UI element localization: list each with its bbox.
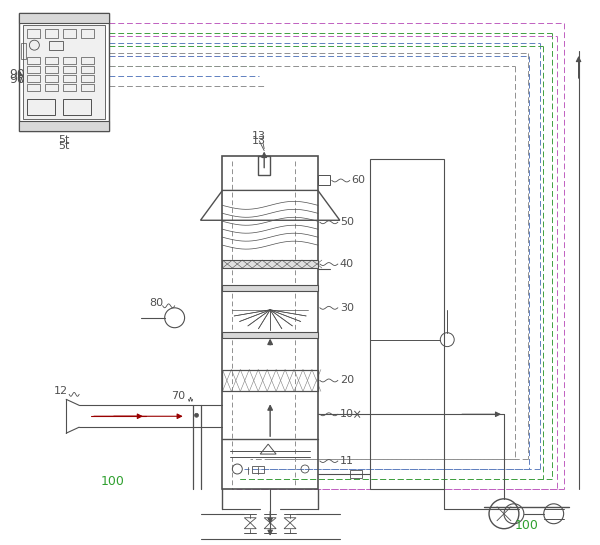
Bar <box>370 159 444 489</box>
Text: 5t: 5t <box>59 135 70 144</box>
Bar <box>223 370 318 391</box>
Text: 20: 20 <box>340 376 354 385</box>
Bar <box>49 41 63 50</box>
Bar <box>63 66 76 73</box>
Bar <box>46 66 58 73</box>
Text: 11: 11 <box>340 456 354 466</box>
Text: 90: 90 <box>10 68 25 81</box>
Bar <box>63 99 91 115</box>
Bar <box>19 13 109 131</box>
Bar <box>63 75 76 82</box>
Bar <box>28 66 40 73</box>
Bar <box>28 57 40 64</box>
Bar <box>318 175 330 185</box>
Text: 13: 13 <box>252 131 266 141</box>
Bar <box>258 156 270 175</box>
Text: 50: 50 <box>340 217 354 227</box>
Bar <box>28 99 55 115</box>
Text: 13: 13 <box>252 136 266 146</box>
Bar <box>81 57 94 64</box>
Bar <box>223 370 318 391</box>
Bar <box>223 285 318 291</box>
Text: 80: 80 <box>149 298 163 308</box>
Text: 100: 100 <box>101 475 125 488</box>
Bar <box>81 29 94 38</box>
Bar <box>81 66 94 73</box>
Text: 30: 30 <box>340 303 354 313</box>
Text: 10: 10 <box>340 409 354 419</box>
Bar <box>28 29 40 38</box>
Bar <box>46 84 58 91</box>
Bar <box>63 84 76 91</box>
Bar <box>252 466 264 473</box>
Bar <box>81 75 94 82</box>
Bar <box>63 29 76 38</box>
Text: 60: 60 <box>352 175 366 185</box>
Bar <box>23 25 105 119</box>
Circle shape <box>194 413 199 417</box>
Bar <box>19 13 109 23</box>
Text: 5t: 5t <box>59 141 70 150</box>
Bar <box>28 84 40 91</box>
Text: 100: 100 <box>515 519 539 532</box>
Bar <box>350 470 362 478</box>
Bar <box>223 156 318 489</box>
Text: 12: 12 <box>54 386 68 396</box>
Bar <box>63 57 76 64</box>
Bar <box>46 75 58 82</box>
Bar <box>223 332 318 338</box>
Bar <box>81 84 94 91</box>
Bar <box>19 121 109 131</box>
Text: 70: 70 <box>172 391 185 401</box>
Bar <box>223 260 318 268</box>
Bar <box>22 43 26 59</box>
Bar <box>28 75 40 82</box>
Text: 90: 90 <box>10 74 25 87</box>
Text: 40: 40 <box>340 259 354 269</box>
Bar <box>46 57 58 64</box>
Bar <box>46 29 58 38</box>
